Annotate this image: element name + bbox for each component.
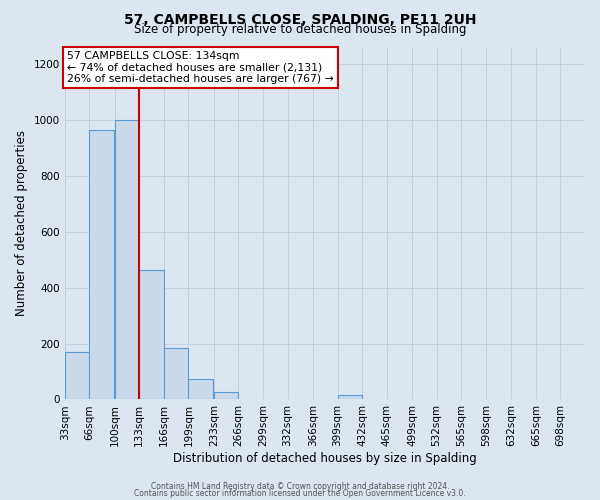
Text: Contains HM Land Registry data © Crown copyright and database right 2024.: Contains HM Land Registry data © Crown c… [151, 482, 449, 491]
Bar [214, 392, 238, 400]
Bar [89, 130, 114, 400]
Bar [115, 120, 139, 400]
X-axis label: Distribution of detached houses by size in Spalding: Distribution of detached houses by size … [173, 452, 477, 465]
Bar [139, 270, 164, 400]
Text: 57 CAMPBELLS CLOSE: 134sqm
← 74% of detached houses are smaller (2,131)
26% of s: 57 CAMPBELLS CLOSE: 134sqm ← 74% of deta… [67, 51, 334, 84]
Text: 57, CAMPBELLS CLOSE, SPALDING, PE11 2UH: 57, CAMPBELLS CLOSE, SPALDING, PE11 2UH [124, 12, 476, 26]
Bar [188, 378, 213, 400]
Text: Contains public sector information licensed under the Open Government Licence v3: Contains public sector information licen… [134, 490, 466, 498]
Y-axis label: Number of detached properties: Number of detached properties [15, 130, 28, 316]
Text: Size of property relative to detached houses in Spalding: Size of property relative to detached ho… [134, 22, 466, 36]
Bar [164, 348, 188, 400]
Bar [338, 396, 362, 400]
Bar [65, 352, 89, 400]
